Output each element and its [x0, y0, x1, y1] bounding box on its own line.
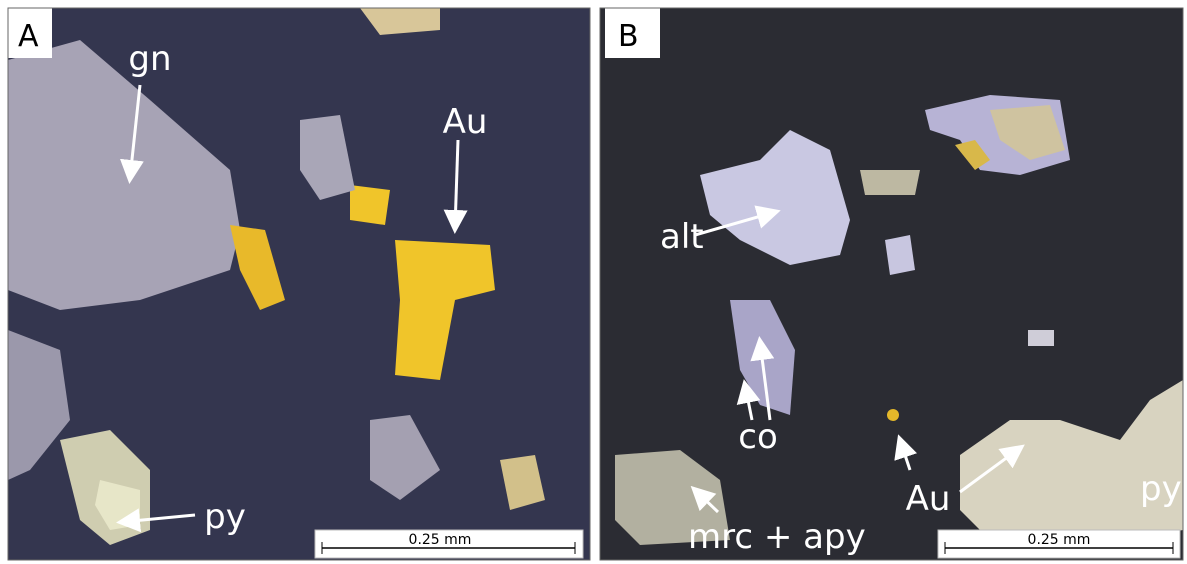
- scale-label: 0.25 mm: [1028, 532, 1091, 548]
- annotation: Au: [906, 479, 951, 519]
- annotation: alt: [660, 217, 704, 257]
- panel-label: B: [618, 19, 639, 54]
- scale-label: 0.25 mm: [409, 532, 472, 548]
- annotation: Au: [443, 102, 488, 142]
- annotation: co: [738, 417, 778, 457]
- scale-bar: 0.25 mm: [315, 530, 583, 558]
- annotation: py: [1140, 469, 1182, 509]
- figure: A B gn Au py alt co Au mrc + apy py 0.25…: [0, 0, 1187, 564]
- annotation: py: [204, 497, 246, 537]
- panel-a-image: [8, 8, 590, 560]
- annotation: mrc + apy: [688, 517, 866, 557]
- page: {"panels":[{"label":"A","annotations":["…: [0, 0, 1187, 564]
- panel-b-image: [600, 8, 1183, 560]
- panel-label: A: [18, 19, 39, 54]
- scale-bar: 0.25 mm: [938, 530, 1180, 558]
- annotation: gn: [128, 39, 171, 79]
